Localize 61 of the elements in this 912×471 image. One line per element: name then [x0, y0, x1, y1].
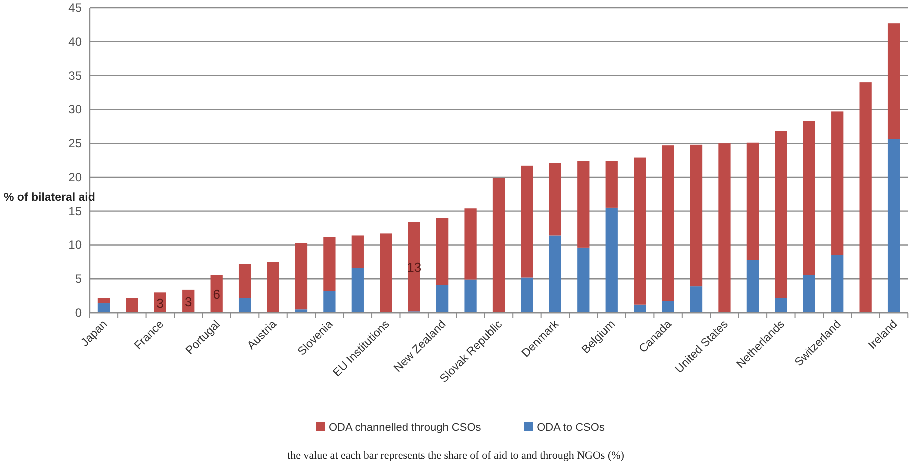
- y-tick-label: 35: [68, 68, 82, 83]
- bar: [436, 285, 449, 313]
- bar: [634, 304, 646, 313]
- text: the value at each bar represents the share of of aid to and through NGOs (%): [288, 450, 625, 462]
- bar: [210, 275, 223, 313]
- bar: [832, 112, 844, 256]
- bar: [606, 208, 618, 313]
- y-tick-label: 45: [68, 1, 82, 15]
- bar: [578, 161, 590, 248]
- bar: [634, 158, 646, 305]
- bar: [690, 286, 703, 313]
- bar: [662, 146, 674, 302]
- y-tick-label: 40: [68, 34, 82, 49]
- bar: [267, 262, 280, 313]
- bar: [126, 298, 138, 313]
- data-label: 6: [213, 287, 220, 302]
- bar: [549, 236, 562, 313]
- bar: [746, 142, 760, 260]
- bar: [803, 275, 816, 313]
- data-label: 3: [185, 294, 192, 310]
- legend-label: ODA channelled through CSOs: [329, 422, 482, 434]
- bar: [718, 144, 731, 313]
- bar: [436, 218, 449, 286]
- y-axis-title: % of bilateral aid: [4, 192, 96, 204]
- bar: [662, 301, 674, 313]
- bar: [238, 264, 252, 298]
- y-tick-label: 25: [68, 136, 82, 151]
- bar: [521, 166, 534, 278]
- bar: [690, 144, 703, 287]
- bar: [98, 298, 110, 304]
- data-label: 3: [156, 296, 164, 311]
- y-tick-label: 30: [68, 102, 82, 117]
- bar: [521, 278, 534, 313]
- bar: [549, 163, 562, 236]
- bar: [352, 236, 364, 268]
- bar: [803, 121, 816, 276]
- bar: [464, 280, 477, 313]
- y-tick-label: 20: [68, 170, 82, 184]
- bar: [324, 237, 336, 292]
- bar: [578, 248, 590, 313]
- y-tick-label: 15: [68, 204, 82, 218]
- bar: [606, 161, 618, 208]
- bar: [238, 298, 252, 313]
- bar: [832, 255, 844, 313]
- bar: [98, 304, 110, 313]
- bar: [380, 234, 392, 313]
- legend-label: ODA to CSOs: [537, 422, 606, 434]
- y-tick-label: 5: [75, 272, 82, 286]
- bar: [324, 291, 336, 313]
- y-tick-label: 0: [75, 306, 82, 320]
- bar: [746, 260, 760, 313]
- bar: [295, 243, 308, 310]
- bar: [775, 298, 788, 313]
- bar: [352, 268, 364, 313]
- bar: [775, 131, 788, 298]
- y-tick-label: 10: [68, 238, 82, 252]
- bar: [464, 208, 477, 280]
- bar: [492, 178, 506, 313]
- bar: [860, 82, 872, 313]
- bar: [888, 24, 900, 140]
- bar: [888, 139, 900, 313]
